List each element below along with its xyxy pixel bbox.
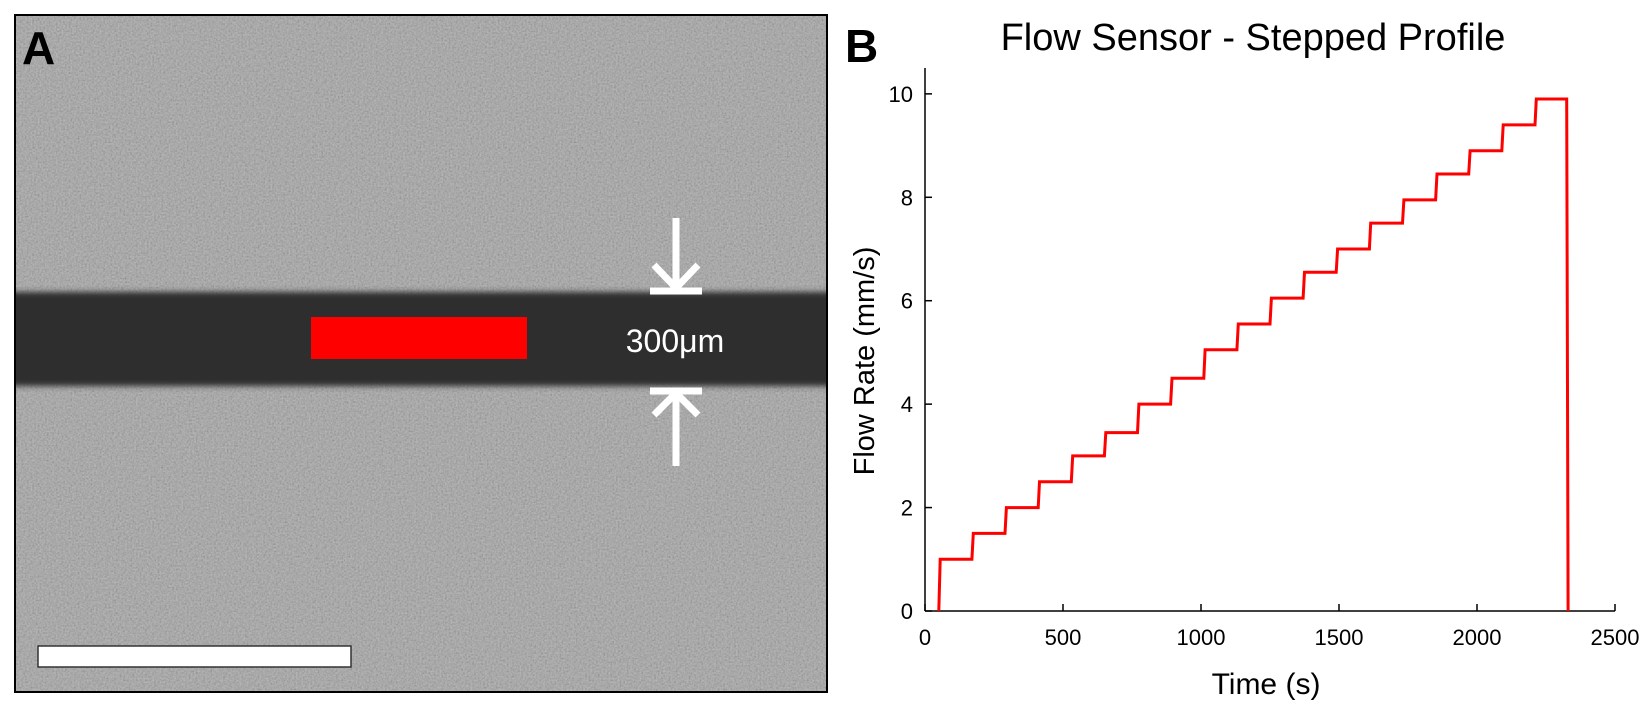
- y-tick-label: 8: [901, 185, 913, 210]
- width-arrow-top-icon: [650, 218, 702, 295]
- x-tick-label: 1000: [1177, 625, 1226, 650]
- x-tick-label: 0: [919, 625, 931, 650]
- series-line-0: [937, 97, 1570, 612]
- y-tick-label: 10: [889, 82, 913, 107]
- channel-width-label: 300μm: [626, 323, 724, 359]
- chart-title: Flow Sensor - Stepped Profile: [1001, 17, 1506, 59]
- plot-area: 0 500 1000 1500 2000 2500 0 2 4 6 8 10: [889, 68, 1640, 650]
- x-tick-label: 2000: [1453, 625, 1502, 650]
- panel-b-label: B: [845, 20, 878, 72]
- x-tick-label: 1500: [1315, 625, 1364, 650]
- scale-bar: [37, 645, 352, 668]
- x-tick-label: 500: [1045, 625, 1082, 650]
- panel-b-chart: B Flow Sensor - Stepped Profile 0 500 1000…: [845, 17, 1639, 701]
- y-tick-label: 0: [901, 599, 913, 624]
- panel-a-frame: [14, 14, 828, 693]
- y-tick-label: 2: [901, 496, 913, 521]
- y-tick-label: 4: [901, 392, 913, 417]
- x-tick-label: 2500: [1591, 625, 1640, 650]
- y-tick-label: 6: [901, 289, 913, 314]
- x-axis-label: Time (s): [1212, 668, 1321, 701]
- width-arrow-bottom-icon: [650, 387, 702, 466]
- panel-a-label: A: [22, 22, 55, 74]
- panel-a-micrograph: 300μm A: [14, 14, 828, 693]
- y-axis-label: Flow Rate (mm/s): [849, 247, 881, 476]
- measurement-region-marker: [311, 317, 527, 359]
